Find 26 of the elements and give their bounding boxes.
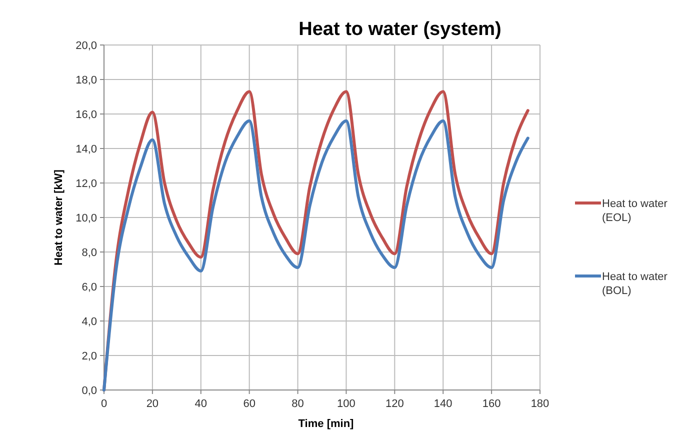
y-axis-title: Heat to water [kW] xyxy=(53,169,65,266)
y-tick-label: 6,0 xyxy=(82,281,97,294)
y-tick-label: 2,0 xyxy=(82,350,97,362)
x-axis-title: Time [min] xyxy=(298,418,354,430)
y-tick-label: 20,0 xyxy=(76,40,97,52)
y-tick-label: 4,0 xyxy=(82,316,97,328)
y-tick-label: 8,0 xyxy=(82,246,97,259)
x-tick-label: 100 xyxy=(337,398,356,410)
chart-title: Heat to water (system) xyxy=(298,19,502,40)
x-tick-label: 120 xyxy=(385,398,404,410)
y-tick-label: 16,0 xyxy=(76,108,97,121)
y-tick-label: 0,0 xyxy=(82,384,97,397)
legend-label: Heat to water (BOL) xyxy=(602,270,668,298)
x-tick-label: 80 xyxy=(292,398,304,410)
y-tick-label: 18,0 xyxy=(76,74,97,86)
x-tick-label: 40 xyxy=(194,398,208,410)
x-tick-label: 160 xyxy=(482,398,501,410)
y-tick-label: 14,0 xyxy=(76,143,97,156)
x-tick-label: 0 xyxy=(100,398,108,410)
x-tick-label: 20 xyxy=(146,398,159,410)
x-tick-label: 60 xyxy=(243,398,256,410)
x-tick-label: 180 xyxy=(530,398,550,410)
y-tick-label: 10,0 xyxy=(76,212,97,224)
x-tick-label: 140 xyxy=(434,398,452,410)
legend-label: Heat to water (EOL) xyxy=(602,198,668,224)
y-tick-label: 12,0 xyxy=(76,178,97,190)
